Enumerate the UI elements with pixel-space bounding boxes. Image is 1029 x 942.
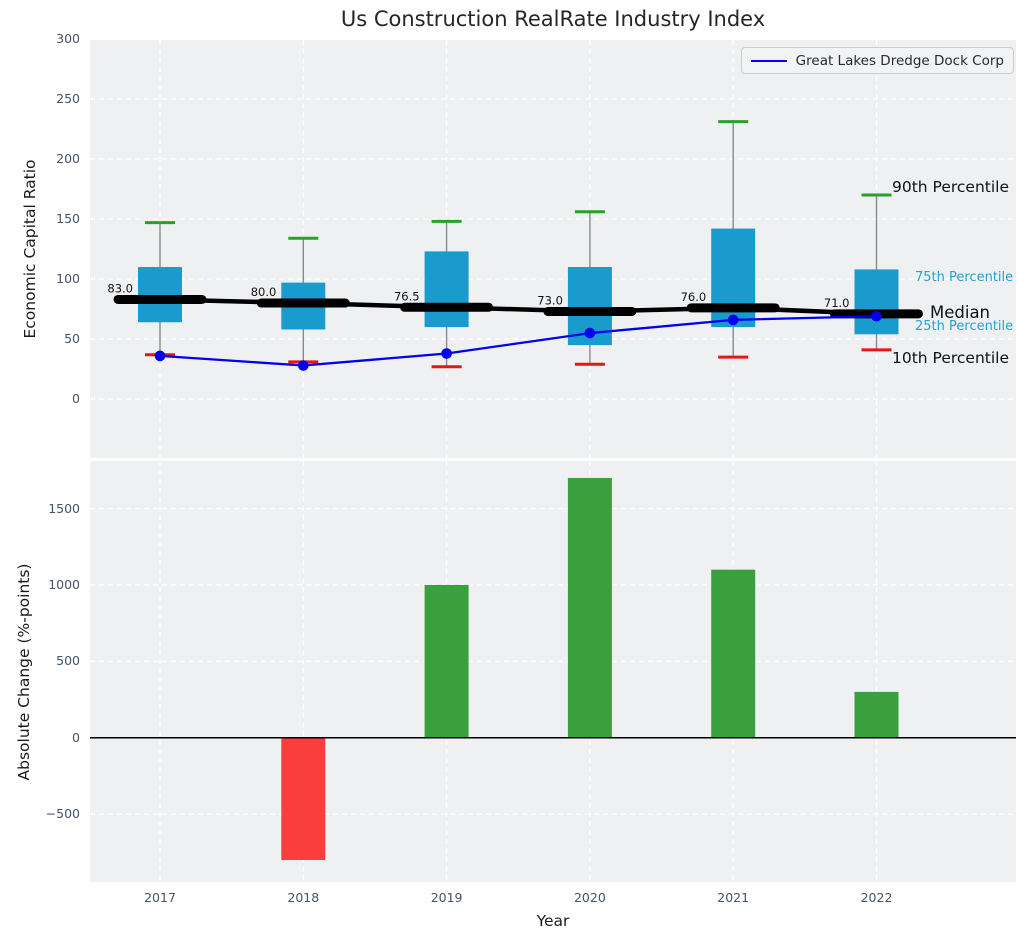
chart-title: Us Construction RealRate Industry Index [340, 7, 766, 31]
top-y-tick-label: 150 [56, 210, 80, 226]
annotation-75th-percentile: 75th Percentile [915, 270, 1014, 285]
bar-positive [854, 691, 899, 738]
bottom-y-tick-label: 500 [56, 653, 80, 669]
annotation-median: Median [930, 303, 991, 322]
median-value-label: 76.5 [394, 289, 420, 303]
top-y-axis-label: Economic Capital Ratio [21, 159, 39, 339]
iqr-box [138, 267, 182, 323]
top-chart-canvas: 83.0 80.0 76.5 73.0 76.0 71.0 [90, 40, 1016, 458]
top-y-tick-label: 250 [56, 90, 80, 106]
median-value-label: 73.0 [537, 293, 563, 307]
bar-positive [567, 477, 612, 738]
bottom-y-tick-label: 1000 [48, 576, 80, 592]
top-plot-area: 83.0 80.0 76.5 73.0 76.0 71.0 [90, 40, 1016, 458]
annotation-90th-percentile: 90th Percentile [892, 178, 1010, 196]
x-tick-label: 2022 [860, 890, 893, 905]
iqr-box [854, 269, 899, 335]
top-y-tick-label: 300 [56, 30, 80, 46]
x-tick-label: 2020 [573, 890, 606, 905]
x-tick-label: 2017 [144, 890, 176, 905]
bottom-y-tick-label: 1500 [48, 500, 80, 516]
annotation-25th-percentile: 25th Percentile [915, 319, 1014, 334]
legend: Great Lakes Dredge Dock Corp [740, 47, 1014, 74]
x-tick-label: 2019 [430, 890, 463, 905]
top-y-tick-label: 0 [72, 391, 80, 407]
top-y-tick-label: 100 [56, 271, 80, 287]
x-tick-label: 2018 [287, 890, 320, 905]
median-value-label: 71.0 [824, 296, 850, 310]
company-point [298, 360, 309, 371]
iqr-box [424, 251, 469, 328]
bottom-y-tick-label: −500 [45, 806, 80, 822]
median-value-label: 83.0 [107, 281, 133, 295]
bar-positive [711, 569, 756, 738]
legend-label: Great Lakes Dredge Dock Corp [795, 52, 1004, 69]
company-point [727, 314, 739, 326]
bottom-y-axis-label: Absolute Change (%-points) [15, 563, 33, 781]
bottom-plot-area [90, 461, 1016, 882]
bar-negative [281, 737, 326, 860]
company-point [154, 350, 166, 362]
x-axis-label: Year [536, 912, 570, 930]
annotation-10th-percentile: 10th Percentile [892, 349, 1010, 367]
company-line [159, 315, 877, 367]
company-point [441, 348, 452, 359]
bottom-chart-canvas [90, 461, 1016, 882]
legend-line-sample-icon [750, 59, 787, 62]
company-point [584, 327, 596, 339]
top-y-tick-label: 200 [56, 150, 80, 166]
bottom-y-tick-label: 0 [72, 729, 80, 745]
top-y-tick-label: 50 [64, 331, 80, 347]
median-value-label: 76.0 [681, 290, 707, 304]
bar-positive [424, 584, 469, 738]
company-point [871, 310, 882, 322]
median-value-label: 80.0 [251, 285, 277, 299]
x-tick-label: 2021 [717, 890, 750, 905]
